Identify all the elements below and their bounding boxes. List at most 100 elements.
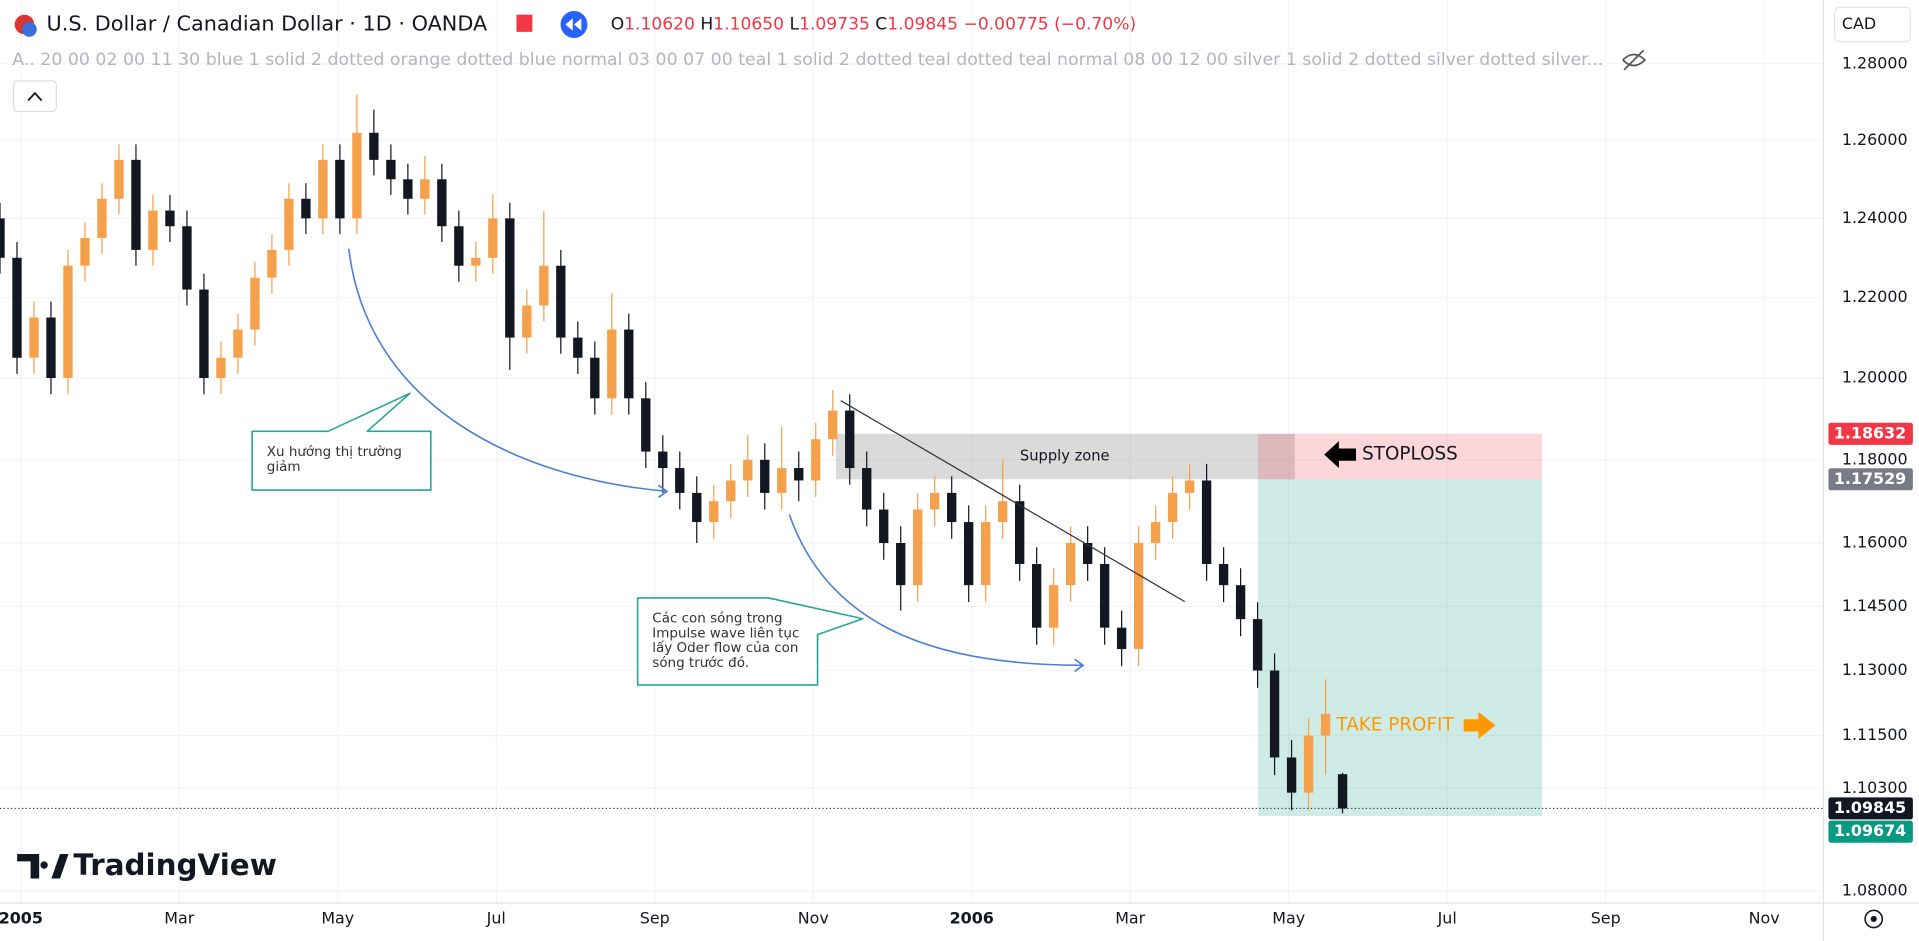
price-tag <box>1828 468 1913 491</box>
x-tick-label: May <box>1272 908 1305 927</box>
candle-body <box>539 265 549 306</box>
candle-body <box>46 317 56 378</box>
candle-body <box>692 492 702 523</box>
candle-body <box>284 198 294 250</box>
candle-body <box>148 210 158 250</box>
candle-body <box>930 492 940 510</box>
candle-body <box>896 543 906 586</box>
arrow-curve <box>788 514 1084 667</box>
ohlc-change: −0.00775 (−0.70%) <box>964 14 1137 34</box>
callout-text: Xu hướng thị trường <box>267 444 402 460</box>
callout-box <box>251 392 432 491</box>
candle-body <box>199 289 209 378</box>
y-tick-label: 1.24000 <box>1842 208 1908 227</box>
x-tick-label: Mar <box>1115 908 1145 927</box>
candle-body <box>675 468 685 493</box>
candle-body <box>1099 564 1110 628</box>
candle-body <box>760 459 770 493</box>
candle-body <box>1252 619 1263 671</box>
y-tick-label: 1.16000 <box>1842 532 1908 551</box>
candle-body <box>1065 543 1076 586</box>
candle-body <box>437 179 447 227</box>
ohlc-value: 1.09735 <box>799 14 870 34</box>
candle-body <box>845 410 855 469</box>
x-tick-label: Jul <box>1437 908 1457 927</box>
candle-body <box>828 410 838 440</box>
candle-body <box>1320 713 1331 736</box>
collapse-button[interactable] <box>12 80 57 113</box>
x-tick-label: Jul <box>486 908 506 927</box>
x-tick-label: Mar <box>164 908 194 927</box>
candle-body <box>12 257 22 358</box>
candle-body <box>556 265 566 338</box>
x-tick-label: Sep <box>1591 908 1621 927</box>
settings-button[interactable] <box>1864 909 1884 929</box>
candle-body <box>1201 480 1212 565</box>
candle-body <box>1014 501 1025 565</box>
candle-body <box>1337 774 1348 809</box>
candle-body <box>964 522 974 586</box>
y-tick-label: 1.18000 <box>1842 449 1908 468</box>
candle-body <box>267 249 277 278</box>
candle-body <box>29 317 39 358</box>
price-tag <box>1828 820 1913 843</box>
candle-body <box>369 132 379 160</box>
price-tag <box>1828 422 1913 445</box>
candle-body <box>386 159 396 180</box>
candle-body <box>420 179 430 199</box>
y-tick-label: 1.13000 <box>1842 660 1908 679</box>
candle-body <box>777 468 787 493</box>
candle-body <box>488 218 498 258</box>
stoploss-label: STOPLOSS <box>1362 444 1458 465</box>
candle-body <box>216 357 226 378</box>
take-profit-label: TAKE PROFIT <box>1335 714 1454 735</box>
candle-body <box>80 238 90 266</box>
ohlc-value: 1.09845 <box>887 14 958 34</box>
arrow-head <box>1074 658 1085 673</box>
callout-text: sóng trước đó. <box>652 655 749 671</box>
x-tick-label: 2005 <box>0 908 43 927</box>
candle-body <box>454 226 464 266</box>
candle-body <box>165 210 175 227</box>
replay-button[interactable] <box>560 11 588 38</box>
candle-body <box>726 480 736 502</box>
stoploss-arrow <box>1324 441 1357 469</box>
supply-zone-label: Supply zone <box>1020 448 1110 465</box>
candle-body <box>97 198 107 239</box>
candle-body <box>1218 564 1229 586</box>
zones: Supply zone <box>0 433 1824 816</box>
candle-body <box>913 509 923 586</box>
candle-body <box>352 132 362 219</box>
candle-body <box>250 277 260 330</box>
candle-body <box>471 257 481 266</box>
candle-body <box>1082 543 1093 565</box>
candle-body <box>641 398 651 452</box>
candles <box>0 94 1348 814</box>
trend-line <box>840 400 1185 603</box>
candle-body <box>709 501 719 523</box>
callout-text: Các con sóng trong <box>652 611 782 627</box>
settings-icon <box>1870 915 1877 923</box>
candle-body <box>998 501 1008 523</box>
candle-body <box>1269 670 1280 758</box>
candle-body <box>182 226 192 290</box>
callout-text: lấy Oder flow của con <box>652 640 798 656</box>
currency-button[interactable] <box>1833 6 1912 43</box>
callout-text: Impulse wave liên tục <box>652 625 799 641</box>
candle-body <box>981 522 991 586</box>
symbol: U.S. Dollar / Canadian Dollar · 1D · OAN… <box>47 11 488 35</box>
y-tick-label: 1.28000 <box>1842 53 1908 72</box>
ohlc-key: H <box>700 14 713 34</box>
candle-body <box>1184 480 1195 493</box>
collapse-icon <box>27 91 43 102</box>
y-tick-label: 1.08000 <box>1842 880 1908 899</box>
ohlc-value: 1.10620 <box>624 14 695 34</box>
candle-body <box>233 329 243 358</box>
y-tick-label: 1.10300 <box>1842 778 1908 797</box>
candle-body <box>879 509 889 544</box>
candle-body <box>862 468 872 510</box>
candle-body <box>1116 627 1127 650</box>
hide-icon[interactable] <box>1622 49 1647 71</box>
